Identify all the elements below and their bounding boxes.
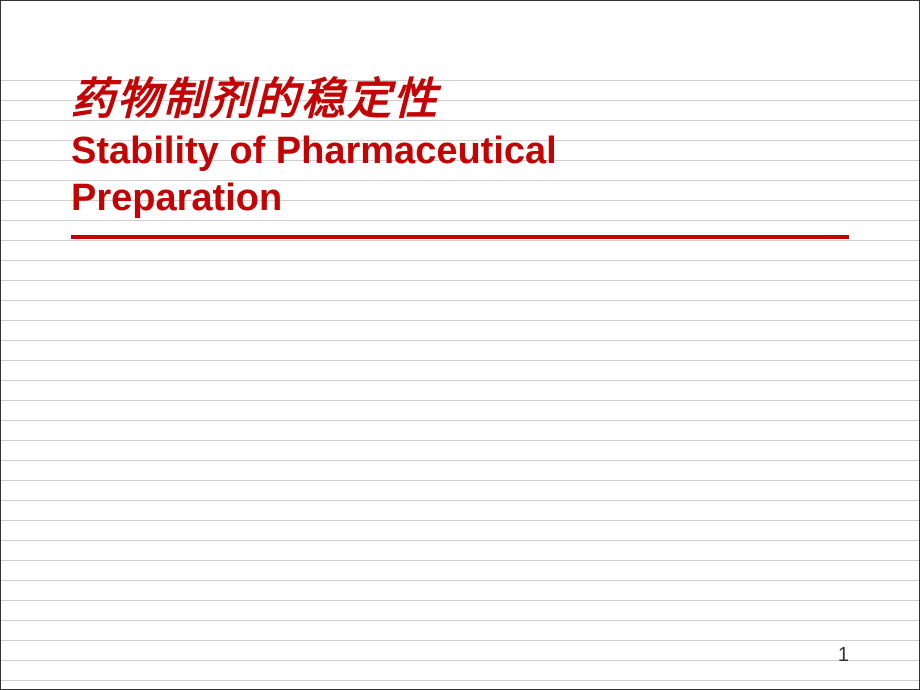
title-underline [71, 235, 849, 239]
title-chinese: 药物制剂的稳定性 [71, 63, 849, 127]
title-english-line1: Stability of Pharmaceutical [71, 129, 849, 174]
page-number: 1 [838, 644, 849, 667]
title-english-line2: Preparation [71, 176, 849, 221]
title-block: 药物制剂的稳定性 Stability of Pharmaceutical Pre… [71, 63, 849, 239]
header-whitespace [1, 1, 919, 61]
slide-page: 药物制剂的稳定性 Stability of Pharmaceutical Pre… [0, 0, 920, 690]
